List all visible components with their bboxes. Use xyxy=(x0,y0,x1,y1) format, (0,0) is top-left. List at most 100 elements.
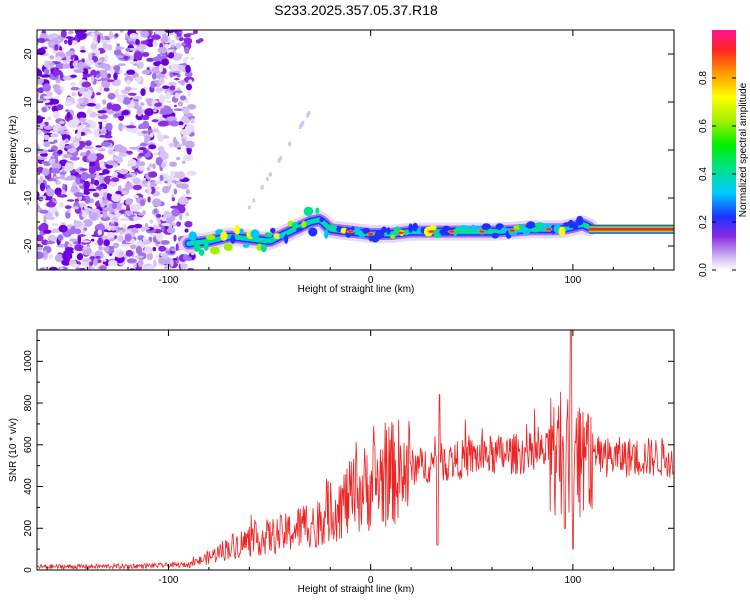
noise-blob xyxy=(169,40,175,46)
noise-streak xyxy=(252,198,256,203)
ridge-hot xyxy=(479,230,485,233)
noise-blob xyxy=(153,259,157,268)
noise-blob xyxy=(37,165,43,168)
noise-blob xyxy=(47,149,55,152)
ridge-blob xyxy=(203,242,209,251)
ridge-blob xyxy=(412,222,419,232)
noise-blob xyxy=(118,152,128,157)
noise-blob xyxy=(138,165,145,171)
noise-blob xyxy=(54,44,59,51)
noise-blob xyxy=(162,85,170,89)
ridge-blob xyxy=(441,225,451,236)
noise-blob xyxy=(170,205,181,209)
ridge-hot xyxy=(368,232,374,236)
noise-blob xyxy=(121,228,127,233)
noise-blob xyxy=(190,118,195,124)
ridge-blob xyxy=(188,231,197,242)
noise-blob xyxy=(166,179,171,187)
noise-blob xyxy=(64,138,69,144)
noise-blob xyxy=(178,197,189,205)
noise-blob xyxy=(88,52,93,61)
ridge-blob xyxy=(558,226,566,237)
noise-blob xyxy=(71,40,78,45)
noise-blob xyxy=(153,225,158,230)
colorbar-ticks: 0.0 0.2 0.4 0.6 0.8 xyxy=(698,71,736,277)
noise-blob xyxy=(100,202,105,208)
noise-blob xyxy=(93,258,98,267)
noise-blob xyxy=(75,177,81,185)
ridge-blob xyxy=(234,224,241,235)
noise-blob xyxy=(112,242,120,249)
noise-blob xyxy=(168,52,175,59)
ridge-hot xyxy=(509,229,515,232)
noise-blob xyxy=(125,249,134,257)
noise-blob xyxy=(156,241,161,245)
noise-blob xyxy=(96,170,100,180)
noise-blob xyxy=(126,79,131,86)
noise-blob xyxy=(133,263,137,268)
noise-blob xyxy=(151,119,159,123)
noise-blob xyxy=(103,246,110,253)
noise-blob xyxy=(151,34,161,40)
noise-blob xyxy=(184,221,193,228)
snr-xlabel: Height of straight line (km) xyxy=(298,584,415,595)
noise-blob xyxy=(182,137,186,147)
noise-blob xyxy=(126,230,131,234)
spectrogram-noise xyxy=(37,30,311,270)
spectrogram-frame xyxy=(36,29,675,271)
ridge-blob xyxy=(526,221,536,229)
noise-blob xyxy=(149,234,157,237)
noise-blob xyxy=(134,76,142,83)
noise-blob xyxy=(82,245,87,251)
noise-blob xyxy=(125,198,133,206)
noise-blob xyxy=(80,221,85,227)
noise-blob xyxy=(96,186,104,190)
noise-blob xyxy=(56,104,64,111)
noise-blob xyxy=(180,264,185,270)
noise-blob xyxy=(48,266,59,270)
noise-blob xyxy=(95,145,103,148)
noise-blob xyxy=(98,245,103,251)
noise-blob xyxy=(142,149,148,154)
noise-blob xyxy=(37,143,40,147)
noise-blob xyxy=(87,153,98,162)
noise-blob xyxy=(90,75,95,83)
noise-blob xyxy=(37,77,44,85)
noise-blob xyxy=(43,249,48,259)
noise-blob xyxy=(48,234,57,241)
noise-blob xyxy=(62,75,73,81)
noise-blob xyxy=(133,223,143,229)
noise-blob xyxy=(59,266,64,270)
noise-blob xyxy=(137,258,144,268)
noise-blob xyxy=(50,168,61,174)
noise-blob xyxy=(117,63,126,66)
noise-blob xyxy=(146,167,151,171)
noise-streak xyxy=(260,184,264,190)
noise-blob xyxy=(77,61,85,70)
noise-blob xyxy=(155,156,163,166)
noise-blob xyxy=(71,92,76,97)
noise-blob xyxy=(93,113,104,117)
ridge-blob xyxy=(487,228,494,234)
noise-blob xyxy=(140,40,149,45)
noise-blob xyxy=(98,85,103,92)
noise-blob xyxy=(176,183,185,189)
snr-ytick-label: 1000 xyxy=(23,350,34,373)
noise-blob xyxy=(85,58,94,66)
flat-tone xyxy=(589,227,674,231)
noise-blob xyxy=(118,250,124,258)
ridge-blob xyxy=(279,234,285,239)
noise-blob xyxy=(107,232,115,239)
noise-blob xyxy=(102,119,108,123)
noise-blob xyxy=(161,58,170,66)
noise-blob xyxy=(96,81,101,85)
noise-blob xyxy=(90,177,95,185)
noise-blob xyxy=(44,121,49,126)
noise-blob xyxy=(80,49,86,53)
noise-blob xyxy=(68,30,74,35)
noise-blob xyxy=(183,154,194,162)
noise-blob xyxy=(50,133,59,138)
noise-blob xyxy=(186,170,197,176)
noise-blob xyxy=(170,170,176,178)
ridge-blob xyxy=(518,224,526,229)
